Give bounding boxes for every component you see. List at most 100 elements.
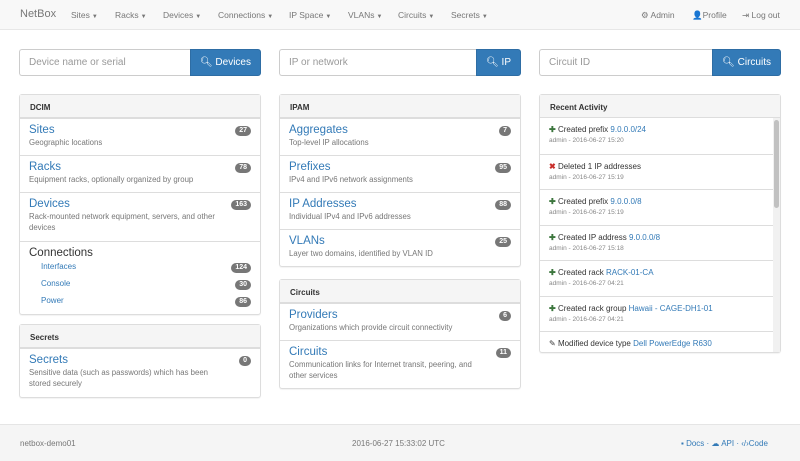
- menu-secrets[interactable]: Secrets ▼: [451, 10, 488, 20]
- count-badge: 86: [235, 297, 251, 307]
- list-item: Sites Geographic locations 27: [20, 118, 260, 155]
- list-item: Circuits Communication links for Internet…: [280, 340, 520, 388]
- list-item: IP Addresses Individual IPv4 and IPv6 add…: [280, 192, 520, 229]
- activity-link[interactable]: RACK-01-CA: [605, 268, 654, 277]
- menu-vlans[interactable]: VLANs ▼: [348, 10, 383, 20]
- circuit-search-button[interactable]: 🔍︎ Circuits: [712, 49, 781, 76]
- admin-link[interactable]: ⚙ Admin: [641, 10, 675, 20]
- list-item: Providers Organizations which provide cir…: [280, 303, 520, 340]
- circuits-link[interactable]: Circuits: [289, 346, 328, 358]
- activity-item: ✖ Deleted 1 IP addresses admin - 2016-06…: [540, 153, 780, 190]
- count-badge: 25: [495, 237, 511, 247]
- circuit-search-input[interactable]: [539, 49, 713, 76]
- ipam-panel: IPAM Aggregates Top-level IP allocations 7…: [279, 94, 521, 267]
- search-icon: 🔍︎: [199, 57, 213, 68]
- panel-heading: Circuits: [280, 280, 520, 303]
- menu-devices[interactable]: Devices ▼: [163, 10, 202, 20]
- menu-connections[interactable]: Connections ▼: [218, 10, 274, 20]
- sub-item: Interfaces 124: [29, 260, 251, 277]
- scrollbar-thumb[interactable]: [774, 120, 779, 208]
- list-item: Aggregates Top-level IP allocations 7: [280, 118, 520, 155]
- count-badge: 95: [495, 163, 511, 173]
- activity-meta: admin - 2016-06-27 15:18: [549, 244, 624, 252]
- profile-link[interactable]: 👤Profile: [692, 10, 727, 20]
- circuit-search: 🔍︎ Circuits: [539, 49, 781, 76]
- console-link[interactable]: Console: [41, 279, 71, 288]
- server-time: 2016-06-27 15:33:02 UTC: [352, 439, 445, 448]
- sub-item: Console 30: [29, 277, 251, 294]
- plus-icon: ✚: [549, 268, 556, 277]
- activity-feed[interactable]: ✚ Created prefix 9.0.0.0/24 admin - 2016-…: [540, 118, 780, 352]
- ip-search: 🔍︎ IP: [279, 49, 521, 76]
- secrets-link[interactable]: Secrets: [29, 354, 68, 366]
- aggregates-link[interactable]: Aggregates: [289, 124, 348, 136]
- plus-icon: ✚: [549, 125, 556, 134]
- providers-link[interactable]: Providers: [289, 309, 338, 321]
- log-out-icon: ⇥: [742, 10, 750, 20]
- count-badge: 163: [231, 200, 251, 210]
- gear-icon: ⚙: [641, 10, 649, 20]
- panel-heading: Secrets: [20, 325, 260, 348]
- circuits-panel: Circuits Providers Organizations which pr…: [279, 279, 521, 389]
- activity-meta: admin - 2016-06-27 04:21: [549, 280, 624, 287]
- ip-search-button[interactable]: 🔍︎ IP: [476, 49, 521, 76]
- list-item: Racks Equipment racks, optionally organiz…: [20, 155, 260, 192]
- brand-logo[interactable]: NetBox: [20, 8, 57, 20]
- logout-link[interactable]: ⇥ Log out: [742, 10, 780, 20]
- activity-link[interactable]: 9.0.0.0/24: [610, 125, 647, 134]
- panel-heading: Recent Activity: [540, 95, 780, 118]
- search-icon: 🔍︎: [486, 57, 499, 68]
- count-badge: 0: [239, 356, 251, 366]
- device-search-button[interactable]: 🔍︎ Devices: [189, 49, 261, 76]
- interfaces-link[interactable]: Interfaces: [41, 262, 77, 271]
- api-link[interactable]: ☁ API: [711, 439, 735, 448]
- ip-search-input[interactable]: [279, 49, 477, 76]
- pencil-icon: ✎: [549, 339, 556, 348]
- count-badge: 11: [495, 348, 511, 358]
- list-item: Prefixes IPv4 and IPv6 network assignment…: [280, 155, 520, 192]
- count-badge: 78: [235, 163, 251, 173]
- scrollbar[interactable]: [773, 118, 780, 352]
- sites-link[interactable]: Sites: [29, 124, 55, 136]
- device-search-input[interactable]: [19, 49, 190, 76]
- menu-racks[interactable]: Racks ▼: [115, 10, 147, 20]
- plus-icon: ✚: [549, 232, 556, 242]
- activity-link[interactable]: Dell PowerEdge R630: [633, 339, 712, 348]
- activity-meta: admin - 2016-06-27 15:19: [549, 173, 624, 181]
- list-item: Devices Rack-mounted network equipment, s…: [20, 192, 260, 241]
- plus-icon: ✚: [549, 197, 556, 206]
- devices-link[interactable]: Devices: [29, 198, 70, 210]
- count-badge: 88: [495, 200, 511, 210]
- activity-meta: admin - 2016-06-27 15:20: [549, 137, 624, 144]
- book-icon: ▪: [681, 439, 684, 448]
- prefixes-link[interactable]: Prefixes: [289, 161, 331, 173]
- sub-item: Power 86: [29, 294, 251, 311]
- panel-heading: IPAM: [280, 95, 520, 118]
- code-link[interactable]: ‹/›Code: [741, 439, 768, 448]
- activity-link[interactable]: 9.0.0.0/8: [610, 197, 642, 206]
- menu-sites[interactable]: Sites ▼: [71, 10, 98, 20]
- recent-activity-panel: Recent Activity ✚ Created prefix 9.0.0.0…: [539, 94, 781, 353]
- device-search: 🔍︎ Devices: [19, 49, 261, 76]
- code-icon: ‹/›: [741, 439, 749, 448]
- count-badge: 7: [499, 126, 511, 136]
- power-link[interactable]: Power: [41, 296, 64, 305]
- racks-link[interactable]: Racks: [29, 161, 61, 173]
- ip-addresses-link[interactable]: IP Addresses: [289, 198, 357, 210]
- list-item: VLANs Layer two domains, identified by VL…: [280, 229, 520, 266]
- secrets-panel: Secrets Secrets Sensitive data (such as p…: [19, 324, 261, 398]
- remove-icon: ✖: [549, 161, 556, 171]
- navbar: NetBox Sites ▼ Racks ▼ Devices ▼ Connection…: [0, 0, 800, 30]
- docs-link[interactable]: ▪ Docs: [681, 439, 705, 448]
- count-badge: 30: [235, 280, 251, 290]
- menu-circuits[interactable]: Circuits ▼: [398, 10, 435, 20]
- list-item: Secrets Sensitive data (such as passwords…: [20, 348, 260, 397]
- activity-link[interactable]: Hawaii - CAGE-DH1-01: [628, 303, 713, 313]
- cloud-icon: ☁: [711, 439, 720, 448]
- activity-link[interactable]: 9.0.0.0/8: [628, 232, 661, 242]
- vlans-link[interactable]: VLANs: [289, 235, 325, 247]
- menu-ip-space[interactable]: IP Space ▼: [289, 10, 332, 20]
- activity-item: ✚ Created rack RACK-01-CA admin - 2016-06…: [540, 260, 780, 296]
- footer: netbox-demo01 2016-06-27 15:33:02 UTC ▪ …: [0, 424, 800, 461]
- activity-item: ✚ Created prefix 9.0.0.0/8 admin - 2016-0…: [540, 189, 780, 225]
